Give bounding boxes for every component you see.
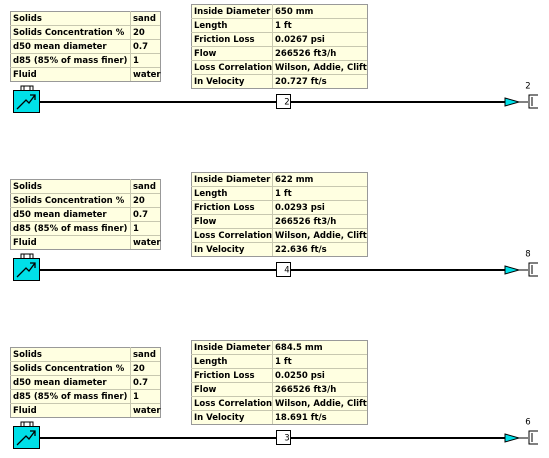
property-label: Loss Correlation — [194, 231, 272, 241]
pipe-id-box — [276, 262, 291, 277]
pipe-id: 4 — [284, 266, 289, 276]
property-value: water — [133, 238, 161, 248]
outlet — [528, 94, 538, 109]
pipe-id-box — [276, 94, 291, 109]
property-value: water — [133, 70, 161, 80]
property-label: Inside Diameter — [194, 175, 271, 185]
property-label: Solids Concentration % — [13, 364, 125, 374]
property-value: sand — [133, 350, 156, 360]
property-label: Solids — [13, 350, 42, 360]
property-label: d85 (85% of mass finer) — [13, 56, 128, 66]
property-label: Solids Concentration % — [13, 28, 125, 38]
pump-arrow — [16, 94, 36, 110]
pump-stand — [20, 421, 34, 426]
outlet-id: 8 — [525, 250, 530, 260]
property-value: 0.0267 psi — [275, 35, 325, 45]
outlet-id: 6 — [525, 418, 530, 428]
pump — [13, 90, 40, 113]
property-value: 1 — [133, 224, 139, 234]
property-value: 20 — [133, 28, 145, 38]
property-label: Flow — [194, 217, 217, 227]
property-label: Inside Diameter — [194, 343, 271, 353]
pump-stand — [20, 85, 34, 90]
outlet — [528, 430, 538, 445]
pipe-id-box — [276, 430, 291, 445]
property-label: In Velocity — [194, 413, 245, 423]
property-label: d50 mean diameter — [13, 210, 107, 220]
property-value: Wilson, Addie, Clift — [275, 399, 367, 409]
property-label: Loss Correlation — [194, 399, 272, 409]
property-label: Fluid — [13, 70, 37, 80]
pump — [13, 258, 40, 281]
property-label: Inside Diameter — [194, 7, 271, 17]
outlet — [528, 262, 538, 277]
pump-stand — [20, 253, 34, 258]
property-label: In Velocity — [194, 77, 245, 87]
solids-table — [10, 347, 161, 418]
property-value: 0.7 — [133, 378, 148, 388]
property-value: 0.7 — [133, 42, 148, 52]
property-value: 266526 ft3/h — [275, 49, 336, 59]
property-value: 266526 ft3/h — [275, 217, 336, 227]
property-value: Wilson, Addie, Clift — [275, 63, 367, 73]
property-label: Flow — [194, 385, 217, 395]
property-value: sand — [133, 14, 156, 24]
property-label: Fluid — [13, 406, 37, 416]
property-label: In Velocity — [194, 245, 245, 255]
property-value: 684.5 mm — [275, 343, 323, 353]
property-label: Loss Correlation — [194, 63, 272, 73]
pipe-id: 2 — [284, 98, 289, 108]
property-label: Solids — [13, 182, 42, 192]
property-label: Friction Loss — [194, 35, 255, 45]
property-value: 1 — [133, 56, 139, 66]
property-label: Length — [194, 21, 227, 31]
outlet-id: 2 — [525, 82, 530, 92]
property-value: sand — [133, 182, 156, 192]
pump-arrow — [16, 430, 36, 446]
property-value: 1 — [133, 392, 139, 402]
property-value: water — [133, 406, 161, 416]
outlet-arrow — [504, 433, 521, 443]
pump-arrow — [16, 262, 36, 278]
property-value: 266526 ft3/h — [275, 385, 336, 395]
pump — [13, 426, 40, 449]
property-label: Solids — [13, 14, 42, 24]
outlet-arrow — [504, 97, 521, 107]
property-label: Length — [194, 189, 227, 199]
property-value: 1 ft — [275, 357, 292, 367]
property-value: 0.0293 psi — [275, 203, 325, 213]
property-value: 650 mm — [275, 7, 314, 17]
property-value: 622 mm — [275, 175, 314, 185]
property-value: 0.7 — [133, 210, 148, 220]
property-label: d85 (85% of mass finer) — [13, 224, 128, 234]
property-label: Fluid — [13, 238, 37, 248]
property-label: d50 mean diameter — [13, 378, 107, 388]
outlet-arrow — [504, 265, 521, 275]
property-label: Friction Loss — [194, 203, 255, 213]
pipe-id: 3 — [284, 434, 289, 444]
property-label: Flow — [194, 49, 217, 59]
property-value: 20.727 ft/s — [275, 77, 327, 87]
solids-table — [10, 11, 161, 82]
property-label: Friction Loss — [194, 371, 255, 381]
property-value: 20 — [133, 364, 145, 374]
property-value: 0.0250 psi — [275, 371, 325, 381]
property-value: 22.636 ft/s — [275, 245, 327, 255]
property-label: Length — [194, 357, 227, 367]
solids-table — [10, 179, 161, 250]
property-label: Solids Concentration % — [13, 196, 125, 206]
property-label: d50 mean diameter — [13, 42, 107, 52]
property-value: 20 — [133, 196, 145, 206]
property-value: 1 ft — [275, 189, 292, 199]
property-value: 18.691 ft/s — [275, 413, 327, 423]
property-value: Wilson, Addie, Clift — [275, 231, 367, 241]
property-label: d85 (85% of mass finer) — [13, 392, 128, 402]
property-value: 1 ft — [275, 21, 292, 31]
